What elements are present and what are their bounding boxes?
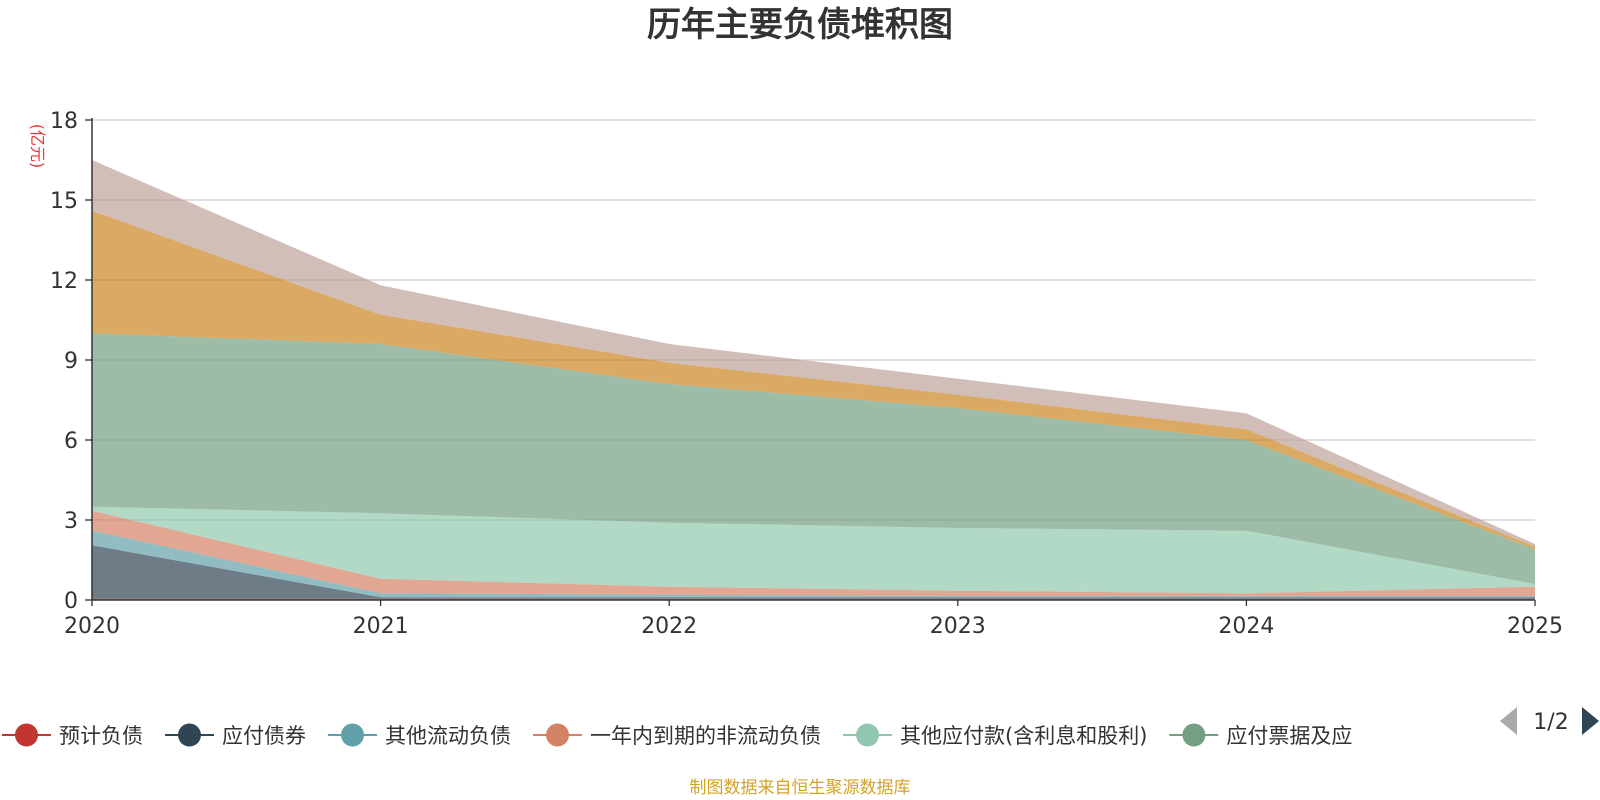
legend-label: 预计负债 [59,724,143,748]
legend-marker-icon [15,723,38,747]
data-source-note: 制图数据来自恒生聚源数据库 [690,778,911,798]
legend-label: 应付票据及应 [1226,724,1352,748]
legend-marker-icon [178,723,201,747]
area-series-5 [92,333,1535,584]
legend-item-4[interactable]: 其他应付款(含利息和股利) [843,723,1147,749]
x-tick-label-2023: 2023 [930,614,986,639]
legend-label: 其他应付款(含利息和股利) [900,724,1147,748]
area-series-1 [92,545,1535,599]
x-tick-label-2022: 2022 [641,614,697,639]
x-tick-label-2020: 2020 [64,614,120,639]
y-tick-label-15: 15 [50,189,78,214]
area-series-group [92,160,1535,600]
legend-item-2[interactable]: 其他流动负债 [328,723,511,749]
x-tick-label-2024: 2024 [1218,614,1274,639]
legend-label: 其他流动负债 [385,724,511,748]
y-tick-label-6: 6 [64,429,78,454]
legend-next-page-icon[interactable] [1582,707,1599,735]
legend-label: 应付债券 [222,724,306,748]
chart-title: 历年主要负债堆积图 [647,5,953,45]
x-tick-label-2025: 2025 [1507,614,1563,639]
legend-label: 一年内到期的非流动负债 [590,724,821,748]
legend-pager: 1/2 [1500,707,1599,735]
legend-page-indicator: 1/2 [1533,710,1568,735]
y-tick-label-0: 0 [64,589,78,614]
legend-marker-icon [341,723,364,747]
y-axis-unit-label: (亿元) [28,124,47,169]
y-tick-label-9: 9 [64,349,78,374]
axes: 0 3 6 9 12 15 18 2020 2021 2022 2023 2024 2025 [50,109,1563,639]
y-tick-label-3: 3 [64,509,78,534]
y-tick-label-18: 18 [50,109,78,134]
legend: 预计负债 应付债券 其他流动负债 一年内到期的非流动负债 其他应付款(含利息和股利) 应付… [2,723,1352,749]
legend-item-1[interactable]: 应付债券 [165,723,306,749]
legend-marker-icon [546,723,569,747]
y-tick-label-12: 12 [50,269,78,294]
legend-item-0[interactable]: 预计负债 [2,723,143,749]
area-series-4 [92,506,1535,594]
legend-item-5[interactable]: 应付票据及应 [1169,723,1352,749]
legend-prev-page-icon[interactable] [1500,707,1517,735]
legend-marker-icon [1182,723,1206,747]
x-tick-label-2021: 2021 [353,614,409,639]
area-series-6 [92,210,1535,550]
legend-marker-icon [856,723,879,747]
legend-item-3[interactable]: 一年内到期的非流动负债 [533,723,821,749]
